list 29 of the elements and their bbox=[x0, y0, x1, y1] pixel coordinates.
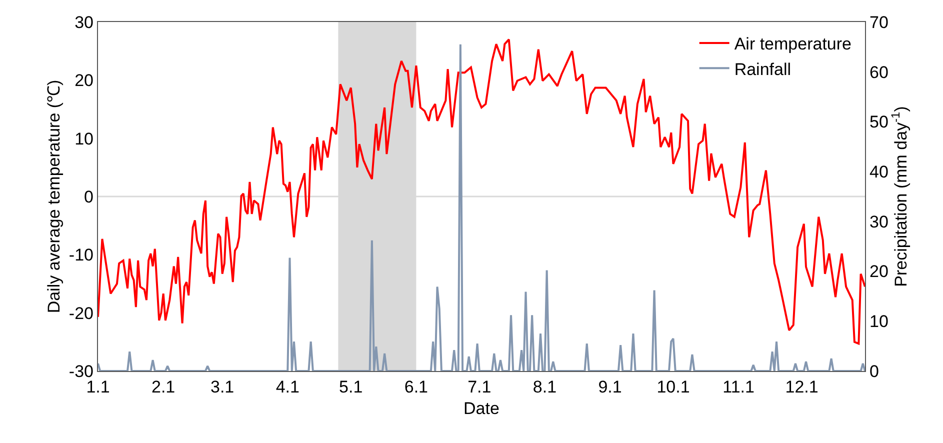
x-tick-label: 12.1 bbox=[785, 378, 818, 396]
y-tick-label: 10 bbox=[74, 129, 94, 148]
y-tick-label: 0 bbox=[84, 187, 94, 206]
legend-label: Rainfall bbox=[734, 60, 792, 79]
x-tick-label: 9.1 bbox=[598, 378, 622, 396]
x-tick-label: 4.1 bbox=[276, 378, 300, 396]
x-tick-label: 2.1 bbox=[152, 378, 176, 396]
y2-tick-label: 10 bbox=[870, 312, 888, 332]
y2-tick-label: 30 bbox=[870, 212, 888, 232]
x-tick-label: 11.1 bbox=[722, 378, 754, 396]
x-tick-label: 3.1 bbox=[210, 378, 234, 396]
y-tick-label: 30 bbox=[74, 12, 94, 32]
y2-tick-label: 40 bbox=[870, 162, 888, 182]
y-tick-label: -10 bbox=[68, 246, 94, 265]
y-axis-title: Daily average temperature (℃) bbox=[44, 80, 64, 314]
y2-tick-label: 0 bbox=[870, 362, 879, 381]
x-tick-label: 7.1 bbox=[468, 378, 492, 396]
y-tick-label: 20 bbox=[74, 71, 94, 90]
x-axis-title: Date bbox=[464, 398, 500, 418]
y2-tick-label: 20 bbox=[870, 262, 888, 282]
y2-tick-label: 60 bbox=[870, 62, 888, 82]
x-tick-label: 10.1 bbox=[656, 378, 690, 396]
x-tick-label: 5.1 bbox=[339, 378, 363, 396]
y2-tick-label: 50 bbox=[870, 112, 888, 132]
legend-label: Air temperature bbox=[734, 34, 852, 54]
x-tick-label: 8.1 bbox=[532, 378, 557, 396]
x-tick-label: 6.1 bbox=[404, 378, 428, 396]
y2-tick-label: 70 bbox=[870, 12, 888, 32]
y-tick-label: -20 bbox=[68, 304, 94, 323]
